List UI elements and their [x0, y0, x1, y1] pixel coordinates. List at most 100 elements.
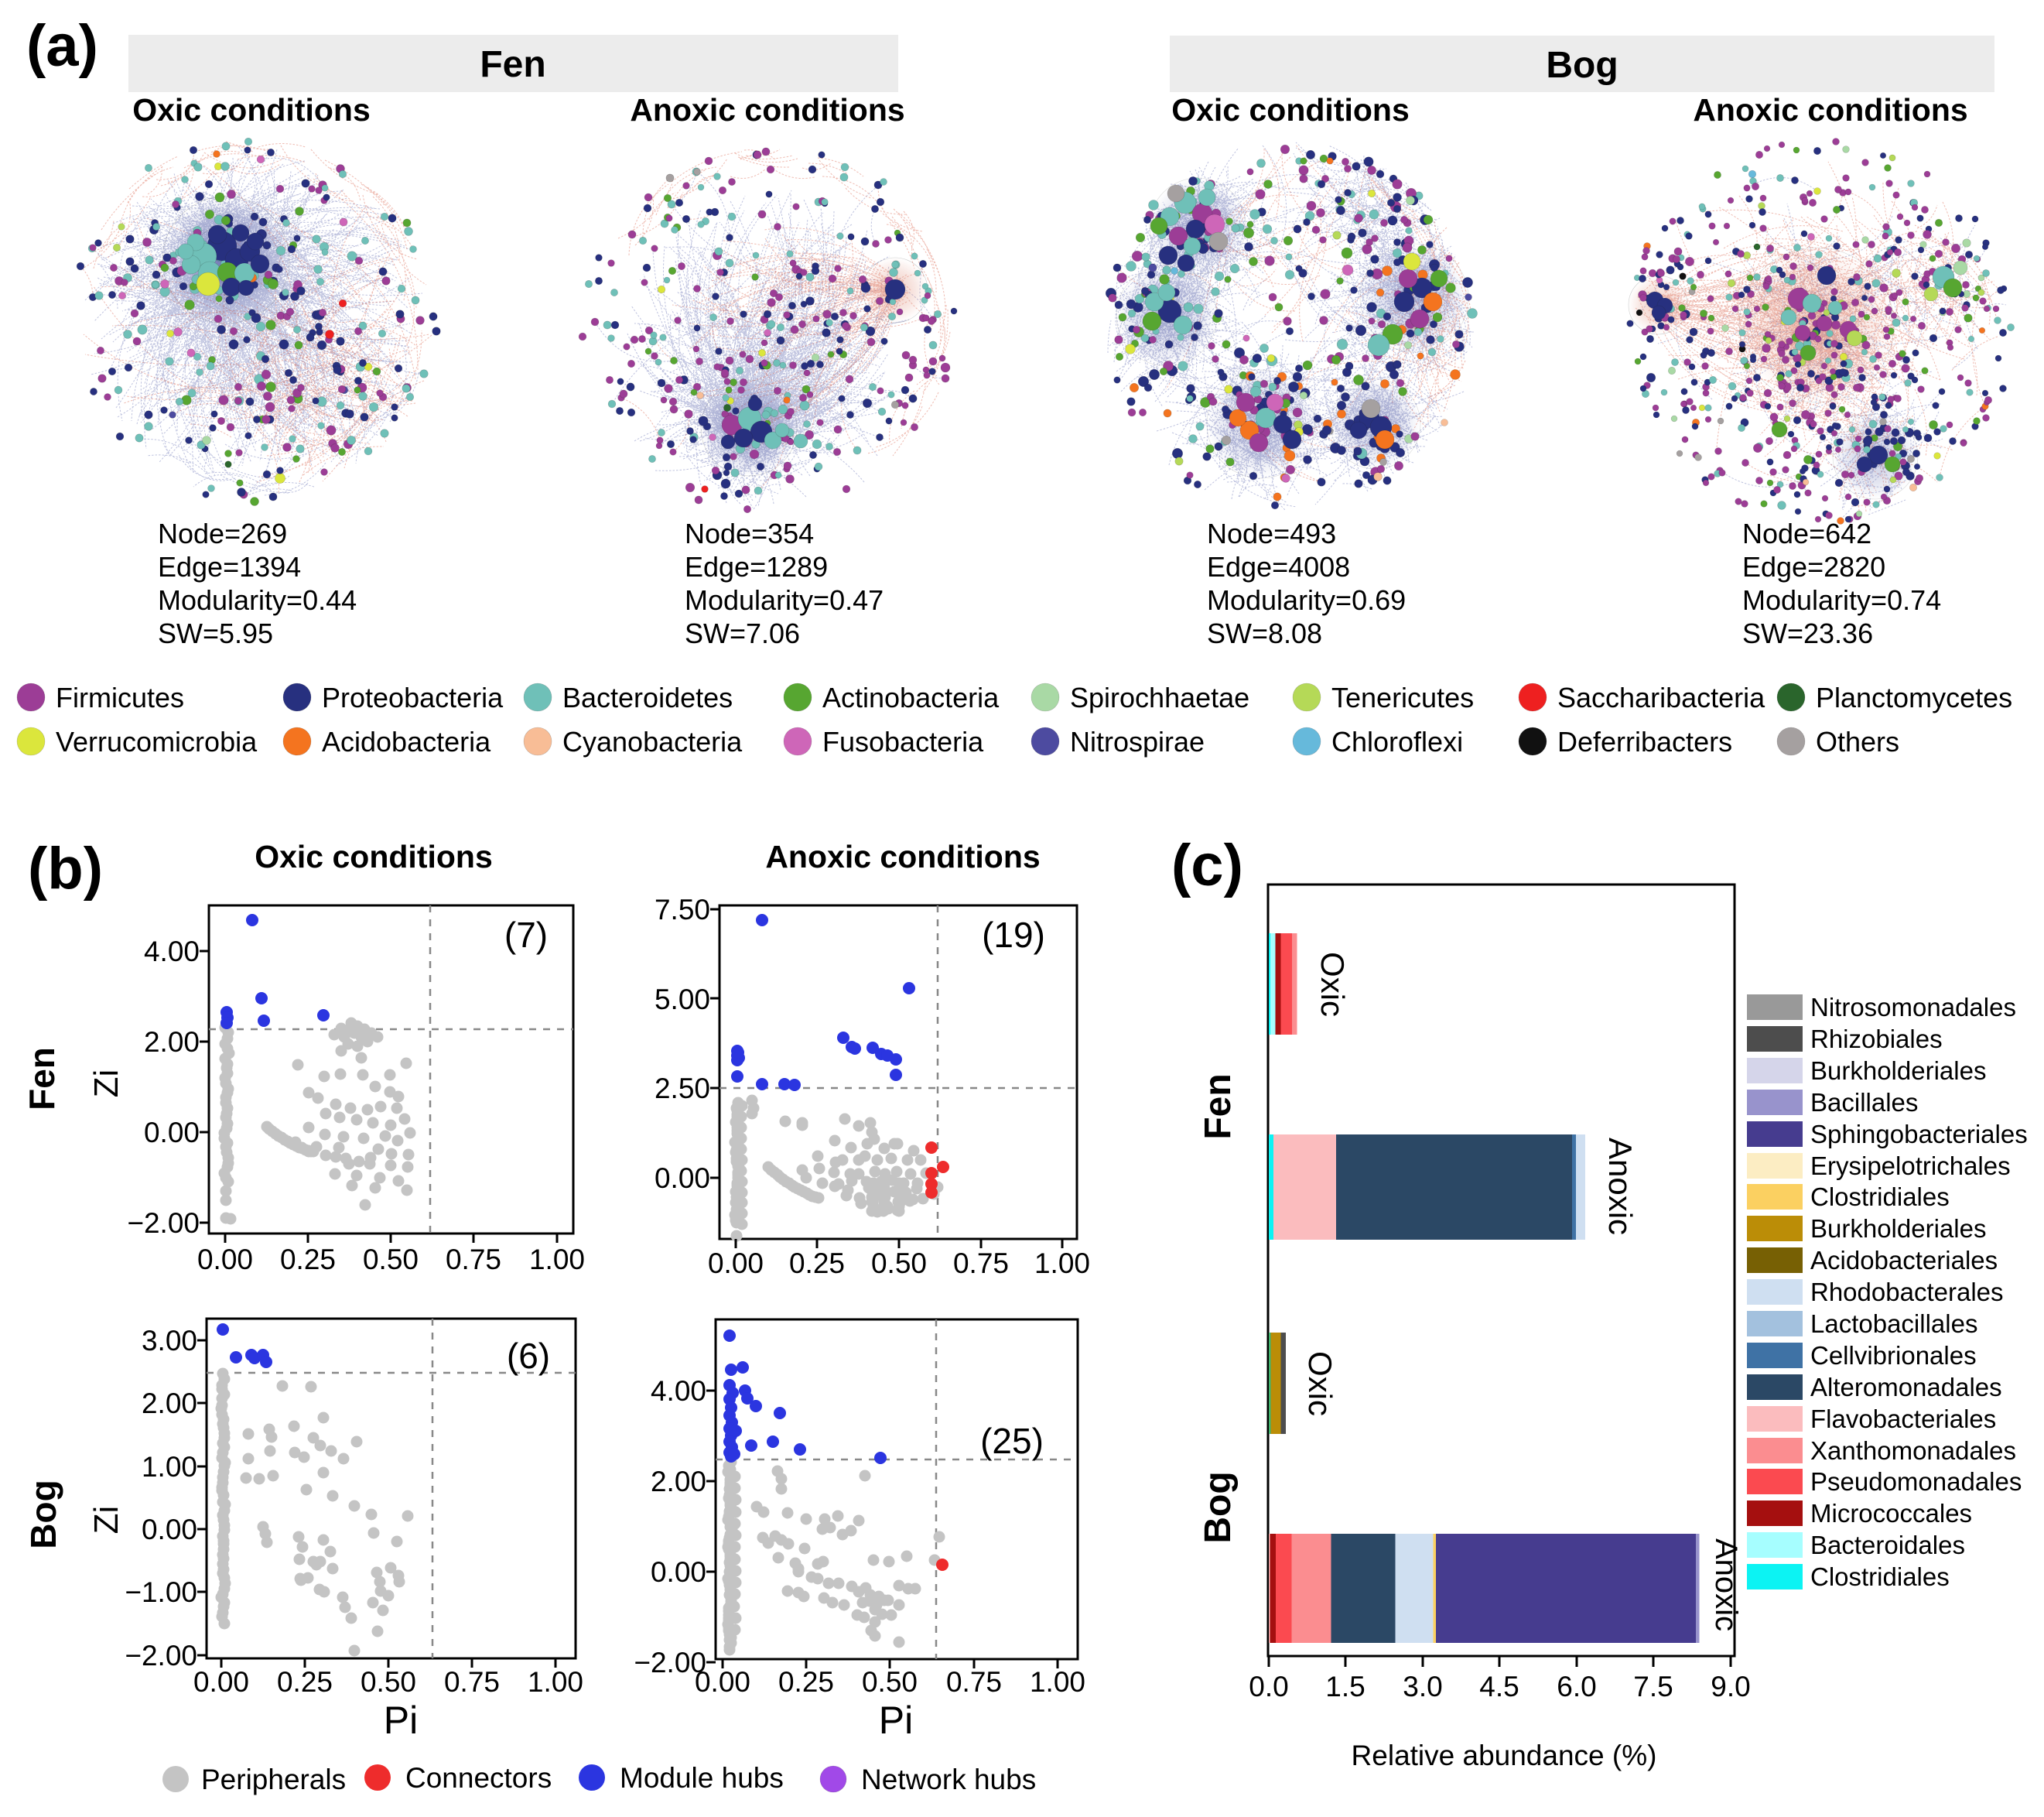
svg-text:Node=354: Node=354 [685, 518, 814, 549]
svg-text:0.00: 0.00 [193, 1666, 249, 1698]
svg-text:Cellvibrionales: Cellvibrionales [1810, 1341, 1977, 1370]
svg-text:Bacteroidetes: Bacteroidetes [562, 682, 733, 713]
svg-text:Zi: Zi [87, 1506, 125, 1535]
svg-text:Flavobacteriales: Flavobacteriales [1810, 1405, 1996, 1433]
svg-text:Fen: Fen [1198, 1073, 1239, 1139]
svg-text:Acidobacteriales: Acidobacteriales [1810, 1246, 1998, 1275]
svg-text:1.5: 1.5 [1325, 1671, 1365, 1702]
svg-text:Bacillales: Bacillales [1810, 1088, 1918, 1117]
svg-text:Spirochhaetae: Spirochhaetae [1070, 682, 1249, 713]
svg-text:3.00: 3.00 [142, 1325, 197, 1357]
svg-text:Firmicutes: Firmicutes [56, 682, 184, 713]
svg-text:(b): (b) [28, 836, 103, 902]
svg-text:Xanthomonadales: Xanthomonadales [1810, 1436, 2016, 1465]
svg-text:SW=23.36: SW=23.36 [1742, 618, 1873, 649]
svg-text:2.00: 2.00 [651, 1466, 706, 1497]
svg-text:2.50: 2.50 [655, 1073, 710, 1104]
svg-text:1.00: 1.00 [529, 1244, 585, 1275]
svg-text:Anoxic: Anoxic [1602, 1138, 1639, 1235]
svg-text:SW=5.95: SW=5.95 [158, 618, 273, 649]
svg-text:Modularity=0.74: Modularity=0.74 [1742, 584, 1941, 616]
svg-text:Bog: Bog [23, 1480, 63, 1548]
svg-text:Nitrosomonadales: Nitrosomonadales [1810, 993, 2016, 1021]
svg-text:Nitrospirae: Nitrospirae [1070, 726, 1205, 758]
svg-text:Anoxic conditions: Anoxic conditions [630, 92, 904, 128]
svg-text:0.25: 0.25 [277, 1666, 333, 1698]
svg-text:−1.00: −1.00 [125, 1576, 197, 1608]
svg-text:Pseudomonadales: Pseudomonadales [1810, 1467, 2022, 1496]
svg-text:Sphingobacteriales: Sphingobacteriales [1810, 1120, 2028, 1148]
svg-text:Relative abundance (%): Relative abundance (%) [1352, 1740, 1657, 1771]
svg-text:Erysipelotrichales: Erysipelotrichales [1810, 1151, 2011, 1180]
svg-text:0.00: 0.00 [695, 1666, 750, 1698]
svg-text:2.00: 2.00 [142, 1388, 197, 1419]
svg-text:Pi: Pi [384, 1699, 418, 1742]
svg-text:0.00: 0.00 [144, 1117, 200, 1148]
svg-text:Network hubs: Network hubs [861, 1764, 1036, 1795]
svg-text:Pi: Pi [879, 1699, 913, 1742]
svg-text:Oxic: Oxic [1314, 952, 1351, 1017]
svg-text:Clostridiales: Clostridiales [1810, 1562, 1950, 1591]
svg-text:Anoxic: Anoxic [1709, 1538, 1743, 1631]
svg-text:2.00: 2.00 [144, 1026, 200, 1058]
svg-text:(6): (6) [507, 1336, 550, 1376]
svg-text:0.75: 0.75 [946, 1666, 1002, 1698]
svg-text:0.75: 0.75 [446, 1244, 501, 1275]
svg-text:Modularity=0.47: Modularity=0.47 [685, 584, 884, 616]
svg-text:Others: Others [1816, 726, 1899, 758]
svg-text:Modularity=0.44: Modularity=0.44 [158, 584, 357, 616]
svg-text:Tenericutes: Tenericutes [1331, 682, 1474, 713]
svg-text:Burkholderiales: Burkholderiales [1810, 1056, 1986, 1085]
svg-text:0.50: 0.50 [862, 1666, 918, 1698]
svg-text:Connectors: Connectors [405, 1762, 552, 1794]
svg-text:7.5: 7.5 [1633, 1671, 1673, 1702]
svg-text:4.00: 4.00 [144, 936, 200, 967]
svg-text:(a): (a) [26, 13, 98, 79]
svg-text:Micrococcales: Micrococcales [1810, 1499, 1972, 1528]
svg-text:Deferribacters: Deferribacters [1557, 726, 1732, 758]
svg-text:Bog: Bog [1546, 45, 1618, 86]
svg-text:Lactobacillales: Lactobacillales [1810, 1309, 1977, 1338]
svg-text:Edge=2820: Edge=2820 [1742, 551, 1885, 583]
svg-text:Actinobacteria: Actinobacteria [822, 682, 1000, 713]
svg-text:Proteobacteria: Proteobacteria [322, 682, 504, 713]
svg-text:Zi: Zi [87, 1069, 125, 1098]
svg-text:0.00: 0.00 [142, 1514, 197, 1545]
svg-text:Burkholderiales: Burkholderiales [1810, 1214, 1986, 1243]
svg-text:Edge=1394: Edge=1394 [158, 551, 301, 583]
svg-text:5.00: 5.00 [655, 984, 710, 1015]
svg-text:Anoxic conditions: Anoxic conditions [1693, 92, 1967, 128]
svg-text:Chloroflexi: Chloroflexi [1331, 726, 1463, 758]
svg-text:Node=269: Node=269 [158, 518, 287, 549]
svg-text:−2.00: −2.00 [127, 1207, 200, 1239]
svg-text:0.50: 0.50 [361, 1666, 416, 1698]
svg-text:Modularity=0.69: Modularity=0.69 [1207, 584, 1406, 616]
svg-text:0.50: 0.50 [363, 1244, 419, 1275]
svg-text:0.00: 0.00 [197, 1244, 253, 1275]
svg-text:0.25: 0.25 [778, 1666, 834, 1698]
svg-text:SW=7.06: SW=7.06 [685, 618, 800, 649]
svg-text:Saccharibacteria: Saccharibacteria [1557, 682, 1765, 713]
svg-text:Verrucomicrobia: Verrucomicrobia [56, 726, 258, 758]
svg-text:(19): (19) [982, 915, 1045, 955]
svg-text:(25): (25) [980, 1421, 1044, 1461]
svg-text:Cyanobacteria: Cyanobacteria [562, 726, 743, 758]
svg-text:Edge=4008: Edge=4008 [1207, 551, 1350, 583]
svg-text:Fen: Fen [480, 44, 545, 85]
svg-text:0.75: 0.75 [953, 1247, 1009, 1279]
svg-text:Oxic conditions: Oxic conditions [1171, 92, 1410, 128]
svg-text:4.5: 4.5 [1479, 1671, 1519, 1702]
svg-text:1.00: 1.00 [142, 1451, 197, 1483]
svg-text:3.0: 3.0 [1403, 1671, 1442, 1702]
svg-text:9.0: 9.0 [1711, 1671, 1750, 1702]
svg-text:Fen: Fen [22, 1047, 62, 1110]
svg-text:0.75: 0.75 [444, 1666, 500, 1698]
svg-text:Peripherals: Peripherals [201, 1764, 346, 1795]
svg-text:1.00: 1.00 [1030, 1666, 1085, 1698]
svg-text:(c): (c) [1171, 833, 1243, 898]
svg-text:Node=493: Node=493 [1207, 518, 1336, 549]
svg-text:0.50: 0.50 [871, 1247, 927, 1279]
svg-text:Bog: Bog [1198, 1471, 1239, 1543]
svg-text:Clostridiales: Clostridiales [1810, 1182, 1950, 1211]
svg-text:Oxic: Oxic [1302, 1351, 1338, 1416]
